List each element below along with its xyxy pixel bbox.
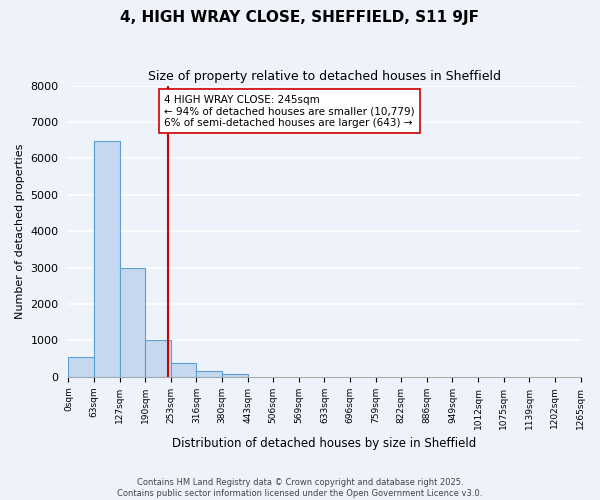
Bar xyxy=(222,374,248,377)
Bar xyxy=(119,268,145,377)
Text: 4, HIGH WRAY CLOSE, SHEFFIELD, S11 9JF: 4, HIGH WRAY CLOSE, SHEFFIELD, S11 9JF xyxy=(121,10,479,25)
Y-axis label: Number of detached properties: Number of detached properties xyxy=(15,144,25,319)
Title: Size of property relative to detached houses in Sheffield: Size of property relative to detached ho… xyxy=(148,70,501,83)
Text: 4 HIGH WRAY CLOSE: 245sqm
← 94% of detached houses are smaller (10,779)
6% of se: 4 HIGH WRAY CLOSE: 245sqm ← 94% of detac… xyxy=(164,94,415,128)
Bar xyxy=(94,142,119,377)
Bar xyxy=(145,340,171,377)
Bar xyxy=(68,357,94,377)
Bar xyxy=(171,364,196,377)
Text: Contains HM Land Registry data © Crown copyright and database right 2025.
Contai: Contains HM Land Registry data © Crown c… xyxy=(118,478,482,498)
X-axis label: Distribution of detached houses by size in Sheffield: Distribution of detached houses by size … xyxy=(172,437,476,450)
Bar xyxy=(196,371,222,377)
